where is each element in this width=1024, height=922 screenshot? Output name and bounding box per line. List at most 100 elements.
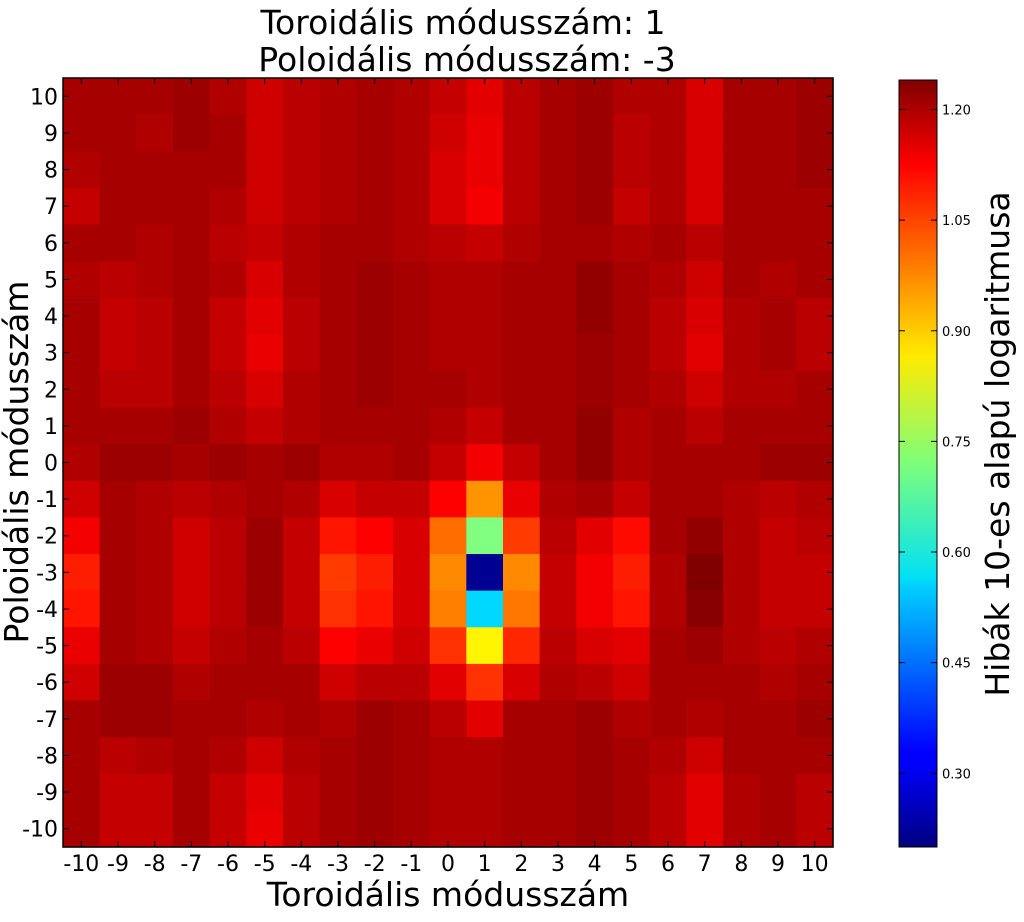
heatmap-cell	[576, 297, 614, 335]
heatmap-cell	[173, 261, 211, 299]
y-tick-label: -2	[36, 525, 58, 550]
heatmap-cell	[246, 590, 284, 628]
heatmap-cell	[723, 370, 761, 409]
heatmap-cell	[686, 700, 724, 738]
heatmap-cell	[613, 627, 651, 665]
heatmap-cell	[136, 663, 174, 702]
y-tick-label: -1	[36, 488, 58, 513]
heatmap-cell	[613, 297, 651, 335]
heatmap-cell	[649, 517, 687, 555]
heatmap-cell	[576, 590, 614, 628]
heatmap-cell	[393, 261, 431, 299]
heatmap-cell	[576, 554, 614, 592]
heatmap-cell	[429, 737, 467, 775]
heatmap-cell	[613, 663, 651, 702]
heatmap-cell	[136, 444, 174, 482]
heatmap-cell	[723, 444, 761, 482]
heatmap-cell	[759, 187, 797, 226]
heatmap-cell	[723, 151, 761, 189]
heatmap-cell	[649, 187, 687, 226]
heatmap-cell	[99, 663, 137, 702]
heatmap-cell	[393, 627, 431, 665]
heatmap-cell	[613, 224, 651, 262]
colorbar-tick-label: 0.30	[942, 767, 971, 782]
heatmap-cell	[393, 590, 431, 628]
heatmap-cell	[319, 700, 357, 738]
heatmap-cell	[99, 700, 137, 738]
heatmap-cell	[319, 663, 357, 702]
y-tick-label: 1	[44, 415, 58, 440]
y-tick-label: 6	[44, 232, 58, 257]
heatmap-cell	[613, 407, 651, 445]
heatmap-cell	[393, 224, 431, 262]
heatmap-cell	[319, 517, 357, 555]
heatmap-cell	[63, 224, 101, 262]
heatmap-cell	[356, 627, 394, 665]
heatmap-cell	[759, 700, 797, 738]
heatmap-cell	[209, 261, 247, 299]
heatmap-cell	[99, 114, 137, 152]
heatmap-cell	[686, 370, 724, 409]
heatmap-cell	[209, 700, 247, 738]
heatmap-cell	[63, 78, 101, 116]
heatmap-cell	[283, 187, 321, 226]
heatmap-cell	[283, 773, 321, 811]
heatmap-cell	[759, 480, 797, 519]
x-axis-ticks: -10 -9 -8 -7 -6 -5 -4 -3 -2 -1 0 1 2 3 4 5 6 7 8 9 10	[63, 78, 829, 877]
x-tick-label: 8	[734, 852, 748, 877]
x-tick-label: -10	[63, 852, 99, 877]
heatmap-cell	[466, 261, 504, 299]
heatmap-cell	[246, 334, 284, 372]
heatmap-cell	[539, 78, 577, 116]
x-tick-label: 7	[698, 852, 712, 877]
y-tick-label: 0	[44, 452, 58, 477]
heatmap-cell	[613, 737, 651, 775]
heatmap-cell	[283, 700, 321, 738]
heatmap-cell	[319, 444, 357, 482]
heatmap-cell	[99, 444, 137, 482]
heatmap-cell	[723, 187, 761, 226]
heatmap-cell	[283, 554, 321, 592]
heatmap-cell	[429, 663, 467, 702]
heatmap-cell	[466, 700, 504, 738]
heatmap-cell	[723, 700, 761, 738]
heatmap-cell	[466, 480, 504, 519]
heatmap-cell	[63, 444, 101, 482]
heatmap-cell	[209, 187, 247, 226]
heatmap-cell	[246, 187, 284, 226]
heatmap-cell	[99, 187, 137, 226]
heatmap-cell	[576, 773, 614, 811]
heatmap-cell	[63, 407, 101, 445]
heatmap-cell	[613, 480, 651, 519]
x-tick-label: -9	[107, 852, 129, 877]
heatmap-cell	[209, 663, 247, 702]
heatmap-cell	[63, 590, 101, 628]
heatmap-cell	[173, 737, 211, 775]
heatmap-cell	[209, 370, 247, 409]
heatmap-cell	[393, 334, 431, 372]
heatmap-cell	[539, 224, 577, 262]
heatmap-cell	[649, 480, 687, 519]
heatmap-cell	[649, 334, 687, 372]
heatmap-cell	[649, 151, 687, 189]
heatmap-cells	[63, 78, 834, 848]
heatmap-cell	[613, 114, 651, 152]
heatmap-cell	[136, 370, 174, 409]
heatmap-cell	[356, 187, 394, 226]
heatmap-cell	[466, 114, 504, 152]
heatmap-cell	[466, 444, 504, 482]
heatmap-cell	[99, 261, 137, 299]
heatmap-cell	[136, 334, 174, 372]
heatmap-cell	[723, 334, 761, 372]
heatmap-cell	[246, 737, 284, 775]
heatmap-cell	[576, 78, 614, 116]
heatmap-cell	[246, 554, 284, 592]
heatmap-cell	[283, 114, 321, 152]
heatmap-cell	[539, 480, 577, 519]
x-tick-label: 9	[771, 852, 785, 877]
heatmap-cell	[686, 224, 724, 262]
heatmap-cell	[649, 114, 687, 152]
heatmap-cell	[319, 370, 357, 409]
heatmap-cell	[686, 78, 724, 116]
heatmap-cell	[173, 297, 211, 335]
